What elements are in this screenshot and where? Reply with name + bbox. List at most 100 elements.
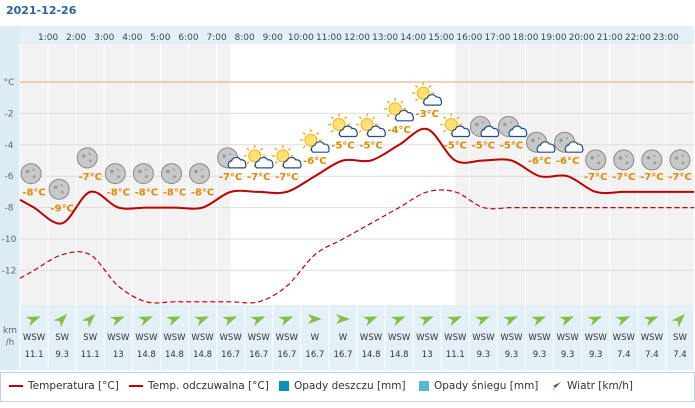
moon-crater — [531, 138, 535, 142]
legend-temp: Temperatura [°C] — [9, 380, 119, 392]
wind-arrow-icon — [362, 316, 378, 327]
wind-arrow-shape — [53, 314, 68, 328]
cloud-shape — [310, 141, 330, 153]
temperature-label: -5°C — [500, 141, 523, 152]
wind-direction: WSW — [613, 333, 636, 343]
moon-cloud-icon — [48, 178, 70, 200]
temperature-label: -5°C — [444, 141, 467, 152]
temperature-line — [19, 127, 694, 225]
moon-crater — [653, 161, 657, 165]
moon-icon — [613, 149, 635, 171]
sun-cloud-icon — [356, 113, 386, 138]
wind-speed: 11.1 — [81, 350, 100, 360]
cloud-shape — [423, 94, 443, 106]
temperature-label: -8°C — [163, 188, 186, 199]
wind-direction: WSW — [500, 333, 523, 343]
legend-temp-label: Temperatura [°C] — [28, 380, 119, 392]
moon-crater — [194, 169, 198, 174]
wind-speed: 16.7 — [333, 350, 352, 360]
sun-core — [304, 133, 318, 147]
legend-wind: Wiatr [km/h] — [551, 380, 633, 392]
wind-arrow-icon — [278, 316, 294, 327]
temperature-label: -5°C — [472, 141, 495, 152]
wind-arrow-icon — [335, 314, 350, 324]
legend: Temperatura [°C] Temp. odczuwalna [°C] O… — [0, 372, 695, 402]
moon-body — [613, 149, 635, 171]
wind-axis-label: km — [3, 326, 17, 336]
wind-direction: WSW — [472, 333, 495, 343]
wind-direction: WSW — [360, 333, 383, 343]
legend-rain-label: Opady deszczu [mm] — [294, 380, 406, 392]
temperature-label: -6°C — [303, 156, 326, 167]
sun-ray — [442, 116, 447, 120]
hour-tick-label: 20:00 — [569, 33, 595, 43]
hour-tick-label: 13:00 — [372, 33, 398, 43]
wind-axis-label: /h — [6, 338, 15, 348]
moon-crater — [559, 138, 563, 142]
sun-core — [332, 118, 346, 131]
wind-arrow-icon — [643, 316, 659, 327]
wind-arrow-icon — [551, 381, 562, 392]
wind-speed: 11.1 — [25, 350, 44, 360]
moon-icon — [669, 149, 691, 171]
moon-crater — [566, 137, 569, 140]
wind-arrow-shape — [166, 316, 181, 327]
wind-arrow-shape — [559, 316, 575, 327]
moon-crater — [166, 169, 170, 174]
moon-body — [104, 163, 126, 185]
wind-direction: WSW — [444, 333, 467, 343]
wind-speed: 14.8 — [362, 350, 381, 360]
sun-cloud-icon — [440, 113, 471, 138]
hour-tick-label: 16:00 — [456, 33, 482, 43]
wind-speed: 7.4 — [617, 350, 631, 360]
moon-crater — [625, 154, 628, 157]
wind-arrow-icon — [503, 316, 518, 327]
hour-tick-label: 3:00 — [94, 33, 114, 43]
moon-icon — [641, 149, 663, 171]
moon-crater — [144, 175, 148, 179]
moon-cloud-icon — [554, 131, 584, 153]
wind-direction: W — [339, 333, 348, 343]
hour-tick-label: 2:00 — [66, 33, 86, 43]
wind-direction: SW — [55, 333, 69, 343]
temperature-label: -7°C — [78, 172, 101, 183]
wind-arrow-icon — [615, 316, 631, 327]
wind-arrow-shape — [475, 316, 490, 327]
moon-crater — [88, 159, 92, 163]
hour-tick-label: 4:00 — [122, 33, 142, 43]
moon-crater — [625, 161, 629, 165]
moon-crater — [229, 152, 232, 155]
moon-crater — [138, 169, 142, 174]
wind-speed: 11.1 — [446, 350, 465, 360]
wind-speed: 13 — [113, 350, 124, 360]
cloud-shape — [480, 125, 500, 138]
wind-arrow-icon — [25, 316, 41, 327]
temperature-label: -8°C — [191, 188, 214, 199]
sun-cloud-icon — [271, 144, 302, 169]
moon-crater — [481, 121, 484, 124]
sun-ray — [372, 116, 376, 120]
temperature-label: -7°C — [612, 172, 635, 183]
sun-ray — [302, 131, 306, 136]
moon-crater — [116, 175, 120, 179]
wind-direction: WSW — [23, 333, 46, 343]
wind-arrow-shape — [531, 316, 547, 327]
temperature-label: -6°C — [528, 156, 551, 167]
moon-crater — [25, 169, 30, 174]
sun-ray — [330, 129, 334, 133]
cloud-shape — [536, 141, 556, 153]
sun-core — [276, 149, 290, 163]
temperature-label: -5°C — [331, 141, 354, 152]
sun-ray — [259, 147, 264, 151]
moon-cloud-icon — [160, 163, 182, 185]
moon-cloud-icon — [189, 163, 211, 185]
wind-speed: 9.3 — [477, 350, 491, 360]
cloud-shape — [282, 156, 302, 169]
legend-feel-label: Temp. odczuwalna [°C] — [148, 380, 269, 392]
hour-tick-label: 22:00 — [625, 33, 651, 43]
wind-arrow-icon — [81, 314, 96, 328]
moon-crater — [116, 168, 119, 171]
wind-direction: WSW — [163, 333, 186, 343]
moon-body — [669, 149, 691, 171]
hour-tick-label: 17:00 — [484, 33, 510, 43]
